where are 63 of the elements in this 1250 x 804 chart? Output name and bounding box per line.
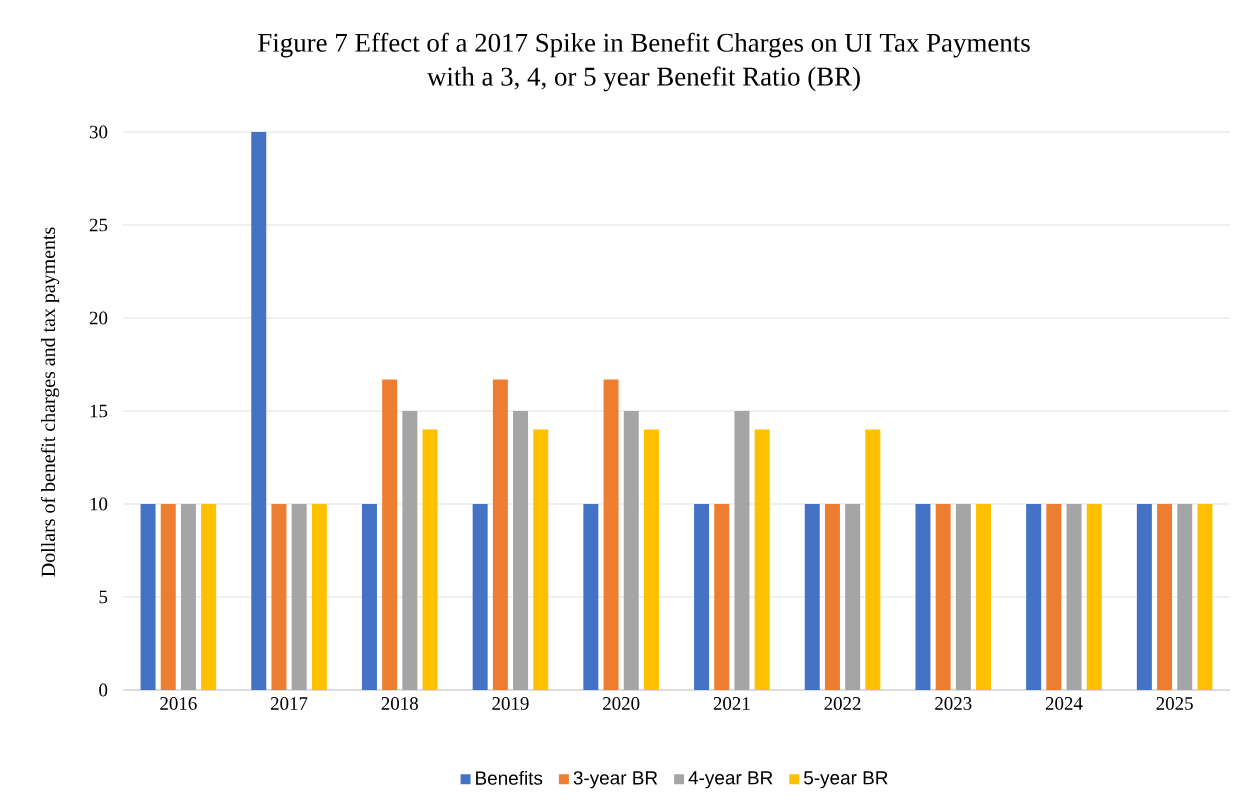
y-tick-label: 10 — [90, 497, 108, 511]
x-tick-label: 2019 — [492, 697, 529, 710]
bar — [754, 429, 770, 690]
bar — [1066, 504, 1082, 690]
x-tick-label: 2017 — [270, 697, 308, 710]
bar — [694, 504, 710, 690]
y-tick-label: 20 — [89, 311, 108, 325]
x-tick-label: 2018 — [381, 697, 418, 710]
bar — [180, 504, 196, 690]
bar — [513, 411, 529, 690]
y-axis-title: Dollars of benefit charges and tax payments — [40, 227, 60, 577]
bar — [422, 429, 438, 690]
bar — [382, 379, 398, 690]
bar — [1197, 504, 1213, 690]
bar — [623, 411, 639, 690]
y-tick-label: 25 — [89, 218, 108, 232]
legend-label: Benefits — [476, 770, 543, 785]
bar — [915, 504, 931, 690]
y-tick-label: 30 — [89, 125, 108, 139]
bar — [402, 411, 418, 690]
bar — [201, 504, 217, 690]
bar — [734, 411, 750, 690]
bar — [804, 504, 820, 690]
bar — [271, 504, 287, 690]
legend-label: 4-year BR — [688, 771, 773, 789]
bar — [472, 504, 488, 690]
bar — [1136, 504, 1152, 690]
bar — [603, 379, 619, 690]
y-tick-label: 5 — [99, 590, 108, 604]
bar — [311, 504, 327, 690]
x-tick-label: 2024 — [1045, 697, 1083, 710]
bar — [845, 504, 861, 690]
bar — [824, 504, 840, 690]
bar — [1086, 504, 1102, 690]
bar — [361, 504, 377, 690]
bar — [865, 429, 881, 690]
chart-title: Figure 7 Effect of a 2017 Spike in Benefit Charges on UI Tax Payments with a 3, 4, or 5 year Benefit Ratio (BR) — [258, 32, 1030, 92]
x-tick-label: 2020 — [603, 697, 640, 710]
x-tick-label: 2025 — [1156, 697, 1193, 710]
bar — [1157, 504, 1173, 690]
x-tick-label: 2016 — [160, 697, 197, 710]
bar — [1177, 504, 1193, 690]
bar — [160, 504, 176, 690]
x-tick-label: 2021 — [713, 697, 750, 710]
bar — [492, 379, 508, 690]
bar — [140, 504, 156, 690]
y-tick-label: 15 — [90, 404, 108, 418]
bar — [533, 429, 549, 690]
legend-label: 3-year BR — [573, 771, 658, 789]
bar — [955, 504, 971, 690]
bar — [291, 504, 307, 690]
bar — [251, 131, 267, 690]
x-tick-label: 2022 — [824, 697, 861, 710]
bar — [976, 504, 992, 690]
bar — [714, 504, 730, 690]
bar — [1026, 504, 1042, 690]
bar — [643, 429, 659, 690]
bar — [1046, 504, 1062, 690]
legend-label: 5-year BR — [804, 771, 888, 789]
y-tick-label: 0 — [99, 683, 108, 697]
bar — [583, 504, 599, 690]
bar — [935, 504, 951, 690]
x-tick-label: 2023 — [935, 697, 972, 710]
